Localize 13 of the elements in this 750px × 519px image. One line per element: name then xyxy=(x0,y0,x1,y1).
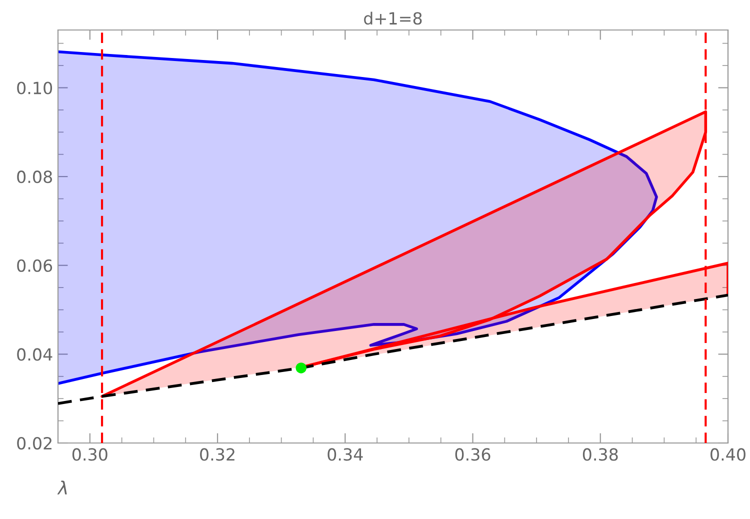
y-tick-label: 0.02 xyxy=(17,436,52,450)
x-tick-label: 0.32 xyxy=(200,448,234,461)
x-axis-title: λ xyxy=(57,480,67,494)
x-tick-label: 0.30 xyxy=(72,448,108,461)
y-tick-label: 0.08 xyxy=(17,170,52,184)
x-tick-label: 0.34 xyxy=(328,448,363,461)
y-tick-label: 0.04 xyxy=(17,348,52,361)
y-tick-label: 0.10 xyxy=(17,82,52,94)
x-tick-label: 0.36 xyxy=(455,448,490,461)
chart-title: d+1=8 xyxy=(364,12,422,25)
y-tick-label: 0.06 xyxy=(17,259,52,272)
x-tick-label: 0.38 xyxy=(582,448,618,461)
x-tick-label: 0.40 xyxy=(710,448,746,461)
